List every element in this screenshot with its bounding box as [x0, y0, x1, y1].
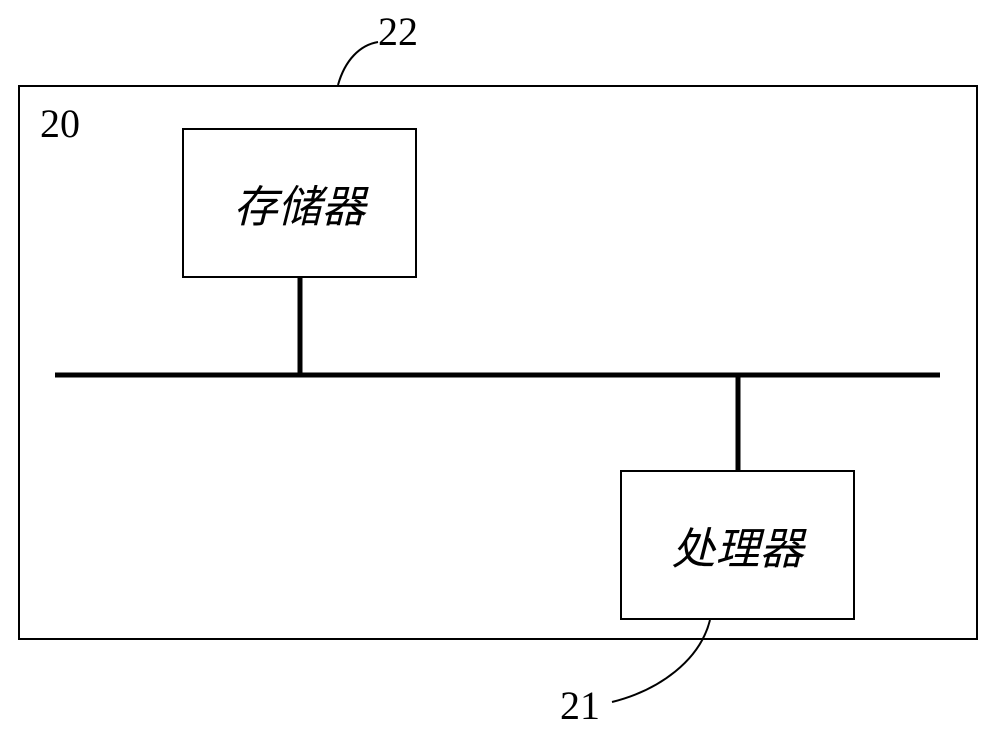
processor-bus-stub: [0, 0, 1000, 741]
diagram-canvas: 20 存储器 22 处理器 21: [0, 0, 1000, 741]
